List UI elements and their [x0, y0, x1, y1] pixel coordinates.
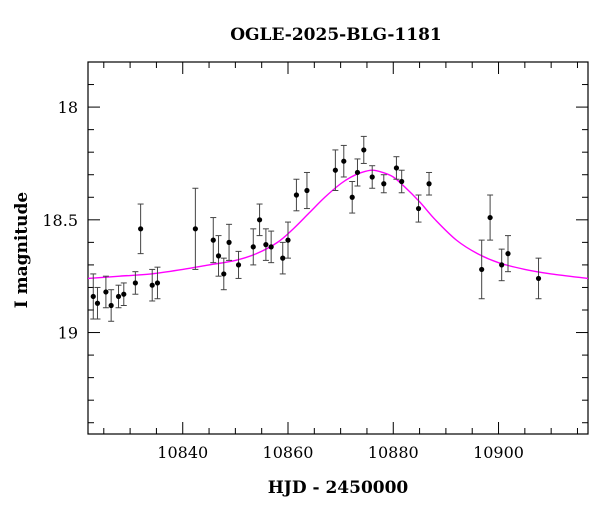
data-point	[215, 235, 222, 277]
data-point	[235, 250, 242, 279]
data-marker	[399, 178, 405, 185]
data-point	[498, 248, 505, 282]
data-marker	[149, 282, 155, 288]
data-marker	[132, 280, 138, 286]
data-marker	[393, 165, 400, 171]
data-point	[102, 275, 109, 309]
plot-frame	[87, 61, 589, 435]
x-axis-label: HJD - 2450000	[268, 478, 409, 498]
data-point	[220, 257, 227, 291]
data-point	[279, 241, 286, 275]
data-marker	[415, 205, 422, 212]
data-point	[478, 239, 485, 300]
data-point	[369, 165, 376, 189]
data-point	[349, 180, 356, 214]
data-points	[90, 135, 542, 322]
y-tick-label: 18.5	[42, 211, 78, 230]
data-point	[250, 228, 257, 266]
y-tick-label: 19	[58, 324, 78, 343]
data-marker	[349, 194, 355, 200]
data-point	[426, 171, 433, 196]
data-point	[332, 149, 339, 192]
data-marker	[280, 255, 286, 261]
data-marker	[215, 253, 222, 259]
x-tick-label: 10880	[368, 443, 419, 462]
data-marker	[381, 181, 387, 187]
data-marker	[90, 293, 96, 300]
data-marker	[138, 226, 144, 232]
data-marker	[505, 251, 511, 257]
data-point	[256, 203, 263, 237]
data-marker	[94, 300, 101, 306]
y-tick-label: 18	[58, 98, 78, 117]
data-point	[210, 217, 217, 264]
data-marker	[499, 262, 505, 268]
data-marker	[535, 275, 542, 282]
data-point	[94, 286, 101, 320]
axis-ticks	[88, 61, 588, 434]
data-marker	[121, 291, 127, 297]
chart-title: OGLE-2025-BLG-1181	[230, 25, 442, 45]
data-point	[487, 194, 494, 241]
data-point	[360, 135, 367, 164]
data-marker	[235, 262, 242, 268]
y-axis-label: I magnitude	[12, 192, 32, 309]
x-tick-label: 10900	[473, 443, 524, 462]
data-marker	[293, 192, 300, 198]
data-point	[90, 273, 97, 320]
data-marker	[341, 158, 347, 164]
tick-labels: 10840 10860 10880 10900 18 18.5 19	[42, 98, 524, 462]
data-marker	[115, 293, 122, 300]
data-marker	[210, 237, 216, 243]
data-marker	[487, 214, 493, 221]
data-point	[149, 268, 156, 302]
data-point	[303, 171, 310, 210]
data-marker	[250, 244, 256, 250]
data-point	[340, 144, 347, 178]
data-marker	[304, 187, 310, 194]
data-marker	[103, 289, 109, 295]
data-marker	[285, 237, 291, 243]
data-point	[262, 228, 269, 261]
data-point	[398, 169, 405, 194]
data-point	[192, 187, 199, 270]
data-point	[380, 174, 387, 194]
data-marker	[426, 181, 432, 187]
data-point	[120, 282, 127, 306]
model-curve	[87, 169, 589, 280]
data-marker	[268, 244, 274, 250]
data-marker	[361, 147, 367, 153]
data-marker	[154, 280, 161, 286]
data-marker	[108, 302, 114, 309]
data-marker	[369, 174, 375, 180]
data-marker	[256, 217, 263, 223]
data-marker	[263, 242, 269, 248]
data-marker	[479, 266, 485, 273]
data-marker	[192, 226, 198, 232]
data-point	[285, 221, 291, 259]
data-marker	[354, 169, 361, 176]
data-point	[415, 194, 422, 223]
data-marker	[226, 239, 232, 245]
data-point	[137, 203, 144, 255]
x-tick-label: 10840	[157, 443, 208, 462]
data-point	[505, 235, 511, 273]
data-point	[115, 284, 122, 309]
data-marker	[221, 271, 227, 277]
data-point	[354, 158, 361, 187]
data-point	[132, 271, 139, 295]
data-point	[108, 289, 115, 322]
data-point	[393, 156, 400, 180]
data-point	[293, 178, 300, 212]
x-tick-label: 10860	[263, 443, 314, 462]
data-point	[535, 257, 542, 300]
data-point	[226, 223, 233, 261]
data-point	[268, 230, 275, 264]
data-marker	[332, 167, 338, 173]
data-point	[154, 266, 161, 300]
